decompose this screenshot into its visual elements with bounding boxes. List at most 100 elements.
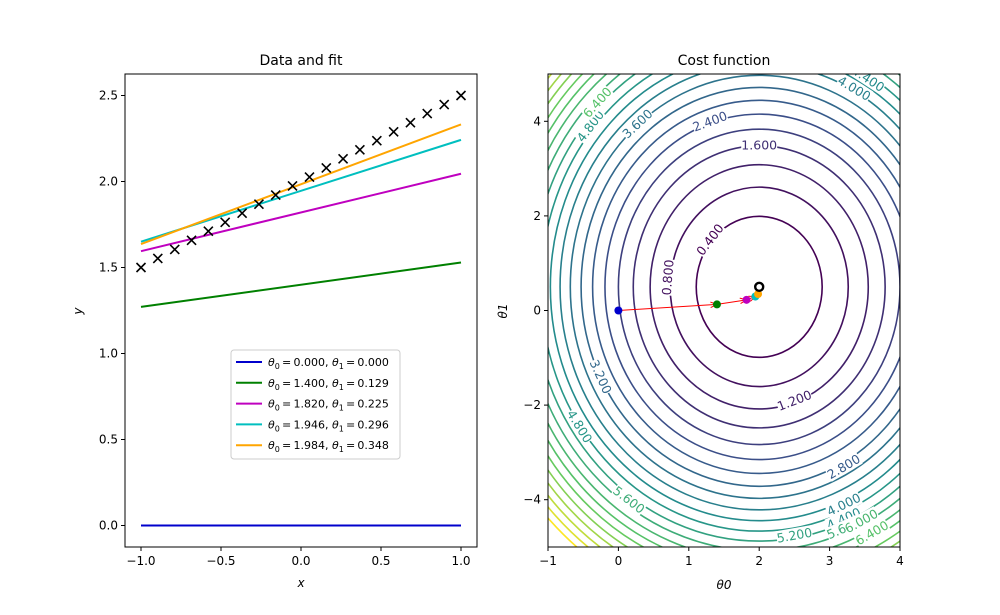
legend-separator: = xyxy=(344,398,358,411)
contour-label-bg xyxy=(824,490,863,519)
left-ytick-label-4: 2.0 xyxy=(99,175,118,189)
contour-label-3: 1.600 xyxy=(741,137,778,152)
contour-level-4 xyxy=(617,128,900,446)
contour-level-21 xyxy=(548,516,579,547)
right-axes: Cost function0.4000.8001.2001.6002.4002.… xyxy=(496,53,904,592)
legend-separator: = xyxy=(280,356,294,369)
contour-level-6 xyxy=(591,99,900,475)
left-ylabel: y xyxy=(71,307,85,316)
fit-line-1 xyxy=(140,261,462,308)
legend-theta-subscript: 0 xyxy=(275,424,280,433)
contour-label-text: 0.800 xyxy=(659,259,677,296)
right-xtick-label-2: 1 xyxy=(685,554,693,568)
data-point-16 xyxy=(405,117,416,128)
legend-separator: , xyxy=(325,377,332,390)
left-xtick-label-3: 0.5 xyxy=(371,554,390,568)
legend-theta-symbol: θ xyxy=(332,356,339,369)
left-ytick-label-0: 0.0 xyxy=(99,519,118,533)
legend-theta-subscript: 1 xyxy=(339,445,344,454)
legend-theta-symbol: θ xyxy=(268,398,275,411)
contour-level-12 xyxy=(548,74,900,542)
left-xtick-label-0: −1.0 xyxy=(126,554,155,568)
legend-theta-symbol: θ xyxy=(268,439,275,452)
left-xlabel: x xyxy=(296,576,305,590)
contour-label-text: 5.600 xyxy=(610,483,648,517)
legend-separator: = xyxy=(344,418,358,431)
contour-level-0 xyxy=(695,215,823,359)
contour-level-7 xyxy=(580,86,900,488)
contour-level-14 xyxy=(548,74,900,547)
right-ytick-label-1: −2 xyxy=(523,398,541,412)
data-point-3 xyxy=(186,235,197,246)
data-point-19 xyxy=(455,90,467,101)
data-point-14 xyxy=(371,135,382,146)
legend-theta-symbol: θ xyxy=(332,398,339,411)
contour-label-bg xyxy=(579,84,615,121)
contour-label-bg xyxy=(775,525,814,546)
legend-theta-symbol: θ xyxy=(332,439,339,452)
right-ytick-label-3: 2 xyxy=(533,209,541,223)
left-xtick-label-1: −0.5 xyxy=(206,554,235,568)
contour-level-11 xyxy=(548,74,900,532)
contour-label-text: 1.200 xyxy=(775,387,814,414)
fit-line-4 xyxy=(140,123,462,246)
legend-theta-subscript: 0 xyxy=(275,383,280,392)
data-point-17 xyxy=(422,108,433,119)
data-point-0 xyxy=(135,262,147,273)
contour-label-bg xyxy=(619,106,656,142)
legend-entry-0: θ0 = 0.000, θ1 = 0.000 xyxy=(268,356,389,371)
legend-theta-subscript: 1 xyxy=(339,383,344,392)
legend-theta0-value: 1.400 xyxy=(293,377,325,390)
legend-separator: , xyxy=(325,418,332,431)
left-xtick-label-4: 1.0 xyxy=(451,554,470,568)
descent-arrow-0 xyxy=(618,303,717,311)
left-axes: Data and fit −1.0 −0.5 0.0 0.5 1.0 0.0 0.5 1.0 1.… xyxy=(71,53,478,590)
legend-separator: = xyxy=(344,439,358,452)
legend-theta-subscript: 1 xyxy=(339,404,344,413)
contour-label-text: 3.200 xyxy=(587,357,615,396)
contour-label-bg xyxy=(693,221,727,259)
legend-separator: = xyxy=(280,418,294,431)
data-point-15 xyxy=(388,126,399,137)
contour-label-bg xyxy=(852,517,891,547)
left-ytick-label-5: 2.5 xyxy=(99,89,118,103)
contour-label-0: 0.400 xyxy=(693,221,727,259)
legend-theta-symbol: θ xyxy=(268,377,275,390)
legend-box xyxy=(230,349,401,460)
minimum-marker xyxy=(754,281,765,293)
contour-label-bg xyxy=(824,451,863,482)
data-point-8 xyxy=(270,190,281,201)
right-ytick-label-0: −4 xyxy=(523,493,541,507)
data-point-6 xyxy=(237,208,248,219)
legend-entry-3: θ0 = 1.946, θ1 = 0.296 xyxy=(268,418,389,433)
contour-level-16 xyxy=(548,74,900,547)
right-xtick-label-0: −1 xyxy=(539,554,557,568)
right-xtick-label-3: 2 xyxy=(755,554,763,568)
legend-theta-symbol: θ xyxy=(268,356,275,369)
data-point-1 xyxy=(152,253,163,264)
left-title: Data and fit xyxy=(260,53,343,69)
legend-theta-symbol: θ xyxy=(332,418,339,431)
legend-theta-symbol: θ xyxy=(332,377,339,390)
right-xtick-label-1: 0 xyxy=(615,554,623,568)
data-point-7 xyxy=(253,199,264,210)
legend-separator: = xyxy=(280,398,294,411)
contour-label-bg xyxy=(573,107,607,145)
contour-label-2: 1.200 xyxy=(775,387,814,414)
data-point-11 xyxy=(321,162,332,173)
legend-separator: = xyxy=(280,377,294,390)
left-ytick-label-3: 1.5 xyxy=(99,261,118,275)
descent-point-4 xyxy=(754,290,763,299)
legend-theta-subscript: 0 xyxy=(275,445,280,454)
contour-label-bg xyxy=(849,74,888,95)
contour-label-1: 0.800 xyxy=(659,258,677,296)
data-point-9 xyxy=(287,180,298,192)
contour-level-10 xyxy=(549,74,900,522)
contour-label-bg xyxy=(659,258,677,296)
legend-theta0-value: 1.946 xyxy=(293,418,325,431)
legend-separator: , xyxy=(325,398,332,411)
legend-theta-subscript: 0 xyxy=(275,404,280,413)
contour-label-text: 0.400 xyxy=(693,221,727,259)
legend-theta1-value: 0.129 xyxy=(357,377,389,390)
